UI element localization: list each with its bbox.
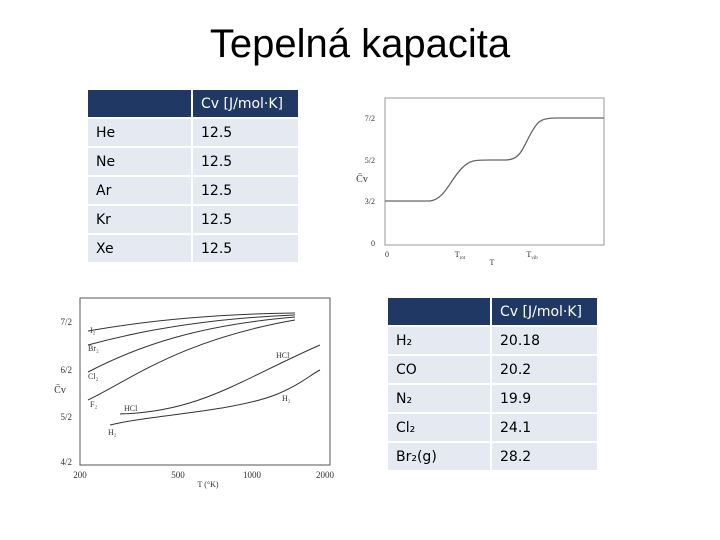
curve-label: HCl [276, 351, 290, 360]
value-cell: 20.2 [492, 356, 597, 383]
table-row: N₂ 19.9 [388, 385, 597, 412]
value-cell: 24.1 [492, 414, 597, 441]
y-tick-label: 5/2 [60, 412, 72, 422]
table-row: Ar 12.5 [88, 177, 298, 204]
name-cell: Br₂(g) [388, 443, 490, 470]
x-tick-label: Trot [455, 250, 466, 261]
x-origin-label: 0 [385, 250, 389, 259]
name-cell: CO [388, 356, 490, 383]
table-row: Xe 12.5 [88, 235, 298, 262]
name-cell: Ar [88, 177, 191, 204]
x-tick-label: 2000 [316, 470, 335, 480]
curve-label: HCl [124, 404, 138, 413]
figure-2: 7/2 6/2 5/2 4/2 C̄v 200 500 1000 2000 T … [54, 297, 335, 489]
value-cell: 19.9 [492, 385, 597, 412]
x-tick-label: 500 [171, 470, 185, 480]
table-row: He 12.5 [88, 119, 298, 146]
value-cell: 20.18 [492, 327, 597, 354]
label-base: T [455, 250, 460, 259]
x-axis-label: T (°K) [197, 480, 218, 489]
header-cell: Cv [J/mol·K] [193, 90, 298, 117]
name-cell: He [88, 119, 191, 146]
curve-label: I₂ [90, 326, 96, 335]
x-tick-label: 200 [73, 470, 87, 480]
label-sub: vib [531, 256, 538, 261]
frame [79, 297, 331, 466]
name-cell: N₂ [388, 385, 490, 412]
y-axis-label: C̄v [356, 173, 368, 185]
y-tick-label: 6/2 [60, 365, 72, 375]
header-cell [88, 90, 191, 117]
value-cell: 12.5 [193, 177, 298, 204]
frame [384, 97, 605, 246]
curve-label: Cl₂ [88, 372, 99, 381]
value-cell: 12.5 [193, 206, 298, 233]
table-monoatomic: Cv [J/mol·K] He 12.5 Ne 12.5 Ar 12.5 Kr 12.5 Xe 1… [86, 88, 300, 264]
curve-label: Br₂ [88, 344, 99, 353]
curve-label: H₂ [108, 428, 117, 437]
curve [385, 117, 604, 202]
y-tick-label: 7/2 [365, 114, 375, 123]
table-row: Br₂(g) 28.2 [388, 443, 597, 470]
curve [87, 312, 296, 332]
figure-1: 7/2 5/2 3/2 0 C̄v 0 Trot Tvib T [356, 97, 605, 267]
curve-label: H₂ [282, 394, 291, 403]
table-row: H₂ 20.18 [388, 327, 597, 354]
table-row: Cl₂ 24.1 [388, 414, 597, 441]
y-axis-label: C̄v [54, 384, 66, 396]
table-row: CO 20.2 [388, 356, 597, 383]
slide-title: Tepelná kapacita [209, 22, 511, 66]
table-row: Ne 12.5 [88, 148, 298, 175]
curve [87, 316, 296, 373]
value-cell: 28.2 [492, 443, 597, 470]
name-cell: Kr [88, 206, 191, 233]
y-tick-label: 0 [371, 239, 375, 248]
y-tick-label: 7/2 [60, 317, 72, 327]
y-tick-label: 5/2 [365, 156, 375, 165]
value-cell: 12.5 [193, 235, 298, 262]
label-sub: rot [460, 256, 466, 261]
table-row: Kr 12.5 [88, 206, 298, 233]
x-axis-label: T [490, 258, 495, 267]
curve-label: F₂ [90, 400, 97, 409]
name-cell: Xe [88, 235, 191, 262]
name-cell: H₂ [388, 327, 490, 354]
x-tick-label: 1000 [243, 470, 262, 480]
name-cell: Ne [88, 148, 191, 175]
curve [87, 319, 296, 401]
label-base: T [526, 250, 531, 259]
header-cell [388, 298, 490, 325]
x-tick-label: Tvib [526, 250, 538, 261]
curve [87, 314, 296, 346]
curve [109, 369, 321, 426]
name-cell: Cl₂ [388, 414, 490, 441]
y-tick-label: 3/2 [365, 197, 375, 206]
curve [119, 344, 321, 415]
header-cell: Cv [J/mol·K] [492, 298, 597, 325]
y-tick-label: 4/2 [60, 457, 72, 467]
value-cell: 12.5 [193, 119, 298, 146]
value-cell: 12.5 [193, 148, 298, 175]
table-diatomic: Cv [J/mol·K] H₂ 20.18 CO 20.2 N₂ 19.9 Cl₂ 24.1 B… [386, 296, 599, 472]
